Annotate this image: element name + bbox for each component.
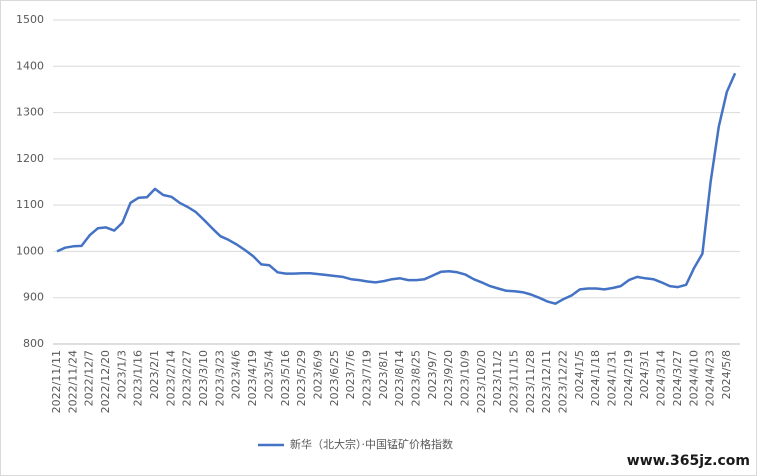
x-tick-label: 2023/7/6 (344, 350, 357, 399)
line-series (56, 72, 737, 305)
x-tick-label: 2024/4/10 (687, 350, 700, 406)
x-tick-label: 2023/10/9 (459, 350, 472, 406)
x-tick-label: 2023/10/20 (475, 350, 488, 413)
x-tick-label: 2022/12/20 (99, 350, 112, 413)
x-tick-label: 2023/8/14 (393, 350, 406, 406)
x-tick-label: 2023/2/1 (148, 350, 161, 399)
watermark: www.365jz.com (627, 453, 750, 469)
x-tick-label: 2023/11/28 (524, 350, 537, 413)
x-tick-label: 2023/9/20 (442, 350, 455, 406)
x-tick-label: 2023/6/25 (328, 350, 341, 406)
x-tick-label: 2023/8/1 (377, 350, 390, 399)
x-tick-label: 2024/3/1 (638, 350, 651, 399)
x-tick-label: 2024/4/23 (704, 350, 717, 406)
y-tick-label: 1200 (16, 152, 44, 165)
x-tick-label: 2023/9/7 (426, 350, 439, 399)
x-tick-label: 2023/3/10 (197, 350, 210, 406)
x-tick-label: 2023/5/16 (279, 350, 292, 406)
x-tick-label: 2023/12/11 (540, 350, 553, 413)
x-tick-label: 2023/1/3 (115, 350, 128, 399)
x-tick-label: 2024/2/19 (622, 350, 635, 406)
y-tick-label: 1100 (16, 198, 44, 211)
x-tick-label: 2023/12/22 (557, 350, 570, 413)
y-tick-label: 1400 (16, 59, 44, 72)
x-tick-label: 2023/11/2 (491, 350, 504, 406)
x-tick-label: 2024/1/31 (606, 350, 619, 406)
x-tick-label: 2023/2/14 (164, 350, 177, 406)
y-tick-label: 900 (23, 291, 44, 304)
x-tick-label: 2022/12/7 (83, 350, 96, 406)
x-tick-label: 2023/8/25 (409, 350, 422, 406)
x-tick-label: 2024/3/27 (671, 350, 684, 406)
y-tick-label: 800 (23, 337, 44, 350)
x-tick-label: 2023/6/9 (311, 350, 324, 399)
x-tick-label: 2023/5/29 (295, 350, 308, 406)
x-tick-label: 2023/4/19 (246, 350, 259, 406)
x-tick-label: 2024/5/8 (720, 350, 733, 399)
x-tick-label: 2024/3/14 (655, 350, 668, 406)
x-tick-label: 2023/5/4 (262, 350, 275, 399)
x-tick-label: 2023/3/23 (213, 350, 226, 406)
x-tick-label: 2023/1/16 (132, 350, 145, 406)
y-tick-label: 1300 (16, 106, 44, 119)
y-tick-label: 1000 (16, 244, 44, 257)
legend-label: 新华（北大宗）·中国锰矿价格指数 (290, 437, 453, 451)
y-tick-label: 1500 (16, 13, 44, 26)
x-tick-label: 2023/4/6 (230, 350, 243, 399)
x-tick-label: 2022/11/11 (50, 350, 63, 413)
x-tick-label: 2024/1/5 (573, 350, 586, 399)
x-tick-label: 2023/11/15 (508, 350, 521, 413)
x-tick-label: 2023/2/27 (181, 350, 194, 406)
x-tick-label: 2022/11/24 (66, 350, 79, 413)
x-tick-label: 2024/1/18 (589, 350, 602, 406)
x-tick-label: 2023/7/19 (360, 350, 373, 406)
